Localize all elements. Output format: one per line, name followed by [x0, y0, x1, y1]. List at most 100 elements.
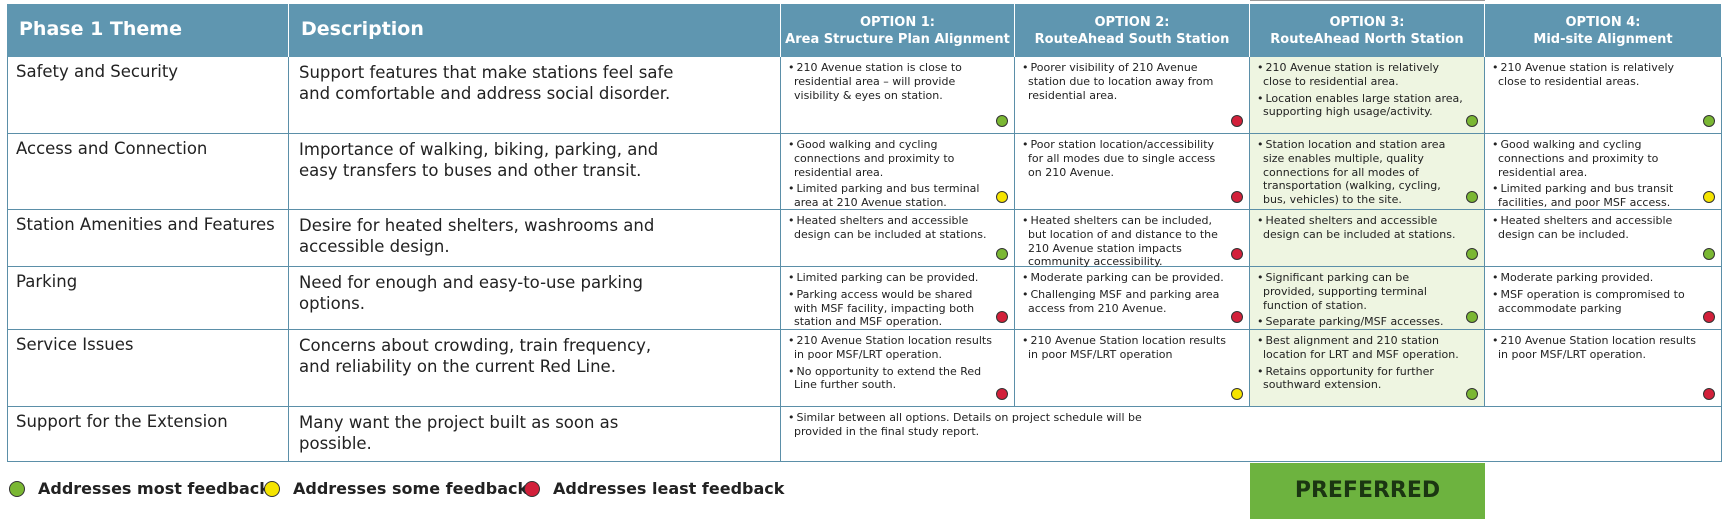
bullet-text: 210 Avenue Station location results in p…: [1489, 334, 1701, 362]
row-description: Desire for heated shelters, washrooms an…: [289, 210, 781, 267]
bullet-text: Moderate parking can be provided.: [1019, 271, 1229, 285]
rating-dot: [1231, 248, 1243, 260]
option-number: OPTION 1:: [860, 15, 935, 30]
row-theme: Service Issues: [7, 330, 289, 407]
option-cell: 210 Avenue station is relatively close t…: [1485, 57, 1722, 134]
bullet-text: MSF operation is compromised to accommod…: [1489, 288, 1701, 316]
bullet-text: 210 Avenue station is close to residenti…: [785, 61, 994, 102]
option-cell: Station location and station area size e…: [1250, 134, 1485, 210]
bullet-text: Location enables large station area, sup…: [1254, 92, 1464, 120]
option-cell: Best alignment and 210 station location …: [1250, 330, 1485, 407]
bullet-text: 210 Avenue Station location results in p…: [785, 334, 994, 362]
header-theme: Phase 1 Theme: [7, 4, 289, 57]
rating-dot: [996, 311, 1008, 323]
bullet-text: Poor station location/accessibility for …: [1019, 138, 1229, 179]
legend-dot: [264, 481, 280, 497]
row-description: Support features that make stations feel…: [289, 57, 781, 134]
bullet-text: Limited parking can be provided.: [785, 271, 994, 285]
bullet-text: Parking access would be shared with MSF …: [785, 288, 994, 329]
bullet-text: 210 Avenue Station location results in p…: [1019, 334, 1229, 362]
bullet-text: Heated shelters and accessible design ca…: [1254, 214, 1464, 242]
bullet-text: Limited parking and bus transit faciliti…: [1489, 182, 1701, 210]
bullet-text: Heated shelters and accessible design ca…: [785, 214, 994, 242]
legend-dot: [9, 481, 25, 497]
option-name: RouteAhead North Station: [1270, 31, 1464, 47]
description-text: Many want the project built as soon as p…: [299, 413, 619, 454]
rating-dot: [1466, 115, 1478, 127]
description-text: Concerns about crowding, train frequency…: [299, 336, 652, 377]
bullet-text: 210 Avenue station is relatively close t…: [1254, 61, 1464, 89]
rating-dot: [996, 248, 1008, 260]
option-cell: Good walking and cycling connections and…: [1485, 134, 1722, 210]
row-theme: Parking: [7, 267, 289, 330]
legend-dot: [524, 481, 540, 497]
bullet-text: Heated shelters and accessible design ca…: [1489, 214, 1701, 242]
row-theme: Station Amenities and Features: [7, 210, 289, 267]
rating-dot: [1703, 115, 1715, 127]
bullet-text: Good walking and cycling connections and…: [785, 138, 994, 179]
top-rule: [1250, 0, 1485, 4]
rating-dot: [1466, 191, 1478, 203]
bullet-text: Moderate parking provided.: [1489, 271, 1701, 285]
rating-dot: [1466, 388, 1478, 400]
bullet-text: Significant parking can be provided, sup…: [1254, 271, 1464, 312]
option-name: Area Structure Plan Alignment: [785, 31, 1010, 47]
bullet-text: Limited parking and bus terminal area at…: [785, 182, 994, 210]
option-cell: 210 Avenue station is relatively close t…: [1250, 57, 1485, 134]
row-description: Many want the project built as soon as p…: [289, 407, 781, 462]
option-cell: Poorer visibility of 210 Avenue station …: [1015, 57, 1250, 134]
summary-cell: Similar between all options. Details on …: [781, 407, 1722, 462]
description-text: Need for enough and easy-to-use parking …: [299, 273, 643, 314]
option-cell: 210 Avenue Station location results in p…: [781, 330, 1015, 407]
rating-dot: [1231, 311, 1243, 323]
rating-dot: [996, 115, 1008, 127]
description-text: Desire for heated shelters, washrooms an…: [299, 216, 655, 257]
legend-label: Addresses least feedback: [553, 479, 785, 498]
bullet-text: Separate parking/MSF accesses.: [1254, 315, 1464, 329]
option-name: RouteAhead South Station: [1034, 31, 1230, 47]
row-description: Importance of walking, biking, parking, …: [289, 134, 781, 210]
preferred-badge: PREFERRED: [1250, 463, 1485, 519]
option-cell: Moderate parking provided. MSF operation …: [1485, 267, 1722, 330]
rating-dot: [996, 191, 1008, 203]
option-cell: 210 Avenue Station location results in p…: [1015, 330, 1250, 407]
rating-dot: [1703, 248, 1715, 260]
bullet-text: Heated shelters can be included, but loc…: [1019, 214, 1229, 269]
option-cell: Heated shelters and accessible design ca…: [1250, 210, 1485, 267]
row-description: Need for enough and easy-to-use parking …: [289, 267, 781, 330]
option-cell: Heated shelters and accessible design ca…: [1485, 210, 1722, 267]
rating-dot: [1231, 388, 1243, 400]
option-number: OPTION 4:: [1565, 15, 1641, 30]
option-number: OPTION 2:: [1094, 15, 1170, 30]
header-description: Description: [289, 4, 781, 57]
rating-dot: [1231, 115, 1243, 127]
row-theme: Access and Connection: [7, 134, 289, 210]
option-cell: Limited parking can be provided. Parking …: [781, 267, 1015, 330]
option-number: OPTION 3:: [1329, 15, 1405, 30]
rating-dot: [1466, 248, 1478, 260]
option-cell: Heated shelters can be included, but loc…: [1015, 210, 1250, 269]
option-name: Mid-site Alignment: [1533, 31, 1673, 47]
option-header: OPTION 4: Mid-site Alignment: [1485, 4, 1722, 57]
option-header: OPTION 2: RouteAhead South Station: [1015, 4, 1250, 57]
row-theme: Safety and Security: [7, 57, 289, 134]
option-cell: Good walking and cycling connections and…: [781, 134, 1015, 210]
bullet-text: Similar between all options. Details on …: [785, 411, 1175, 439]
rating-dot: [996, 388, 1008, 400]
option-cell: Poor station location/accessibility for …: [1015, 134, 1250, 210]
option-cell: Significant parking can be provided, sup…: [1250, 267, 1485, 330]
bullet-text: Challenging MSF and parking area access …: [1019, 288, 1229, 316]
legend-label: Addresses most feedback: [38, 479, 270, 498]
description-text: Support features that make stations feel…: [299, 63, 674, 104]
rating-dot: [1703, 311, 1715, 323]
option-header: OPTION 1: Area Structure Plan Alignment: [781, 4, 1015, 57]
rating-dot: [1466, 311, 1478, 323]
legend-label: Addresses some feedback: [293, 479, 529, 498]
bullet-text: Station location and station area size e…: [1254, 138, 1464, 207]
rating-dot: [1703, 191, 1715, 203]
summary-text: Similar between all options. Details on …: [785, 411, 1175, 439]
option-cell: 210 Avenue Station location results in p…: [1485, 330, 1722, 407]
rating-dot: [1231, 191, 1243, 203]
bullet-text: 210 Avenue station is relatively close t…: [1489, 61, 1701, 89]
